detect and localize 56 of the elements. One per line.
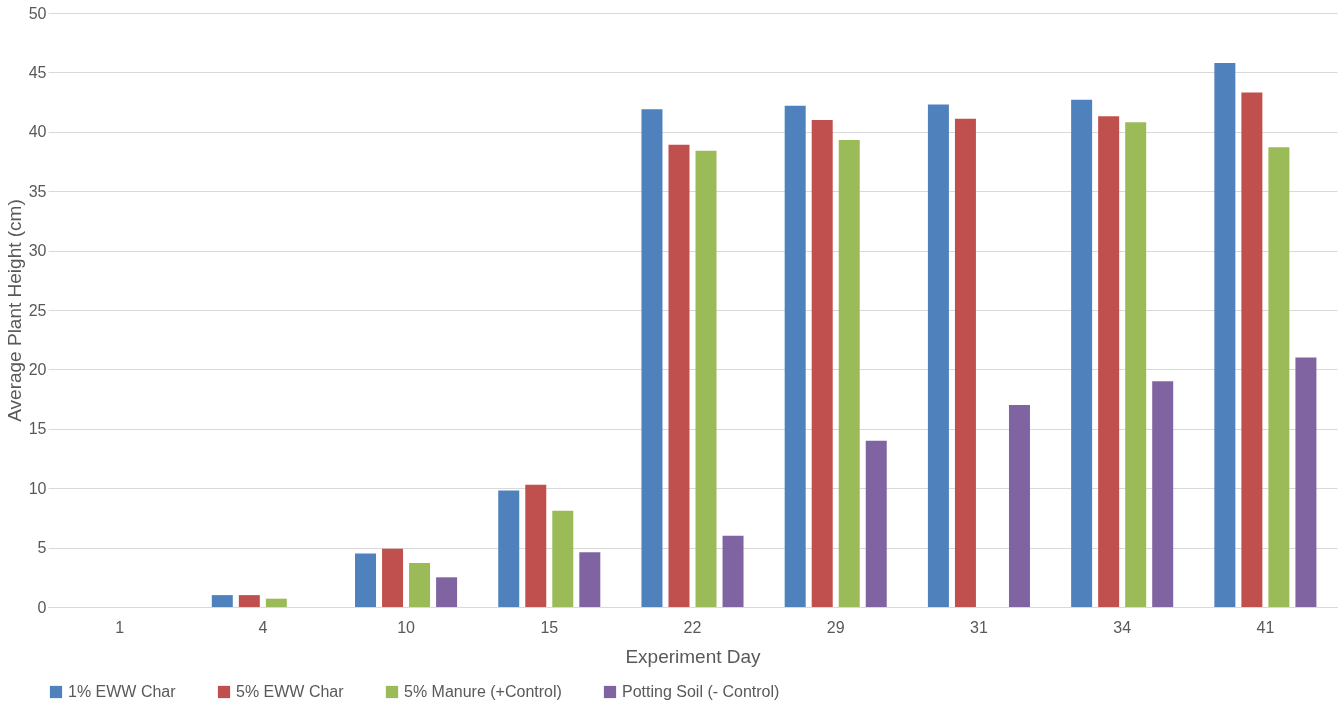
bar <box>1152 381 1174 607</box>
legend-label: 5% EWW Char <box>236 683 345 700</box>
x-tick-label: 1 <box>115 618 125 636</box>
bar <box>722 535 744 607</box>
bar <box>552 510 574 607</box>
x-axis-title: Experiment Day <box>625 645 762 667</box>
bar <box>382 548 404 607</box>
bar <box>954 118 976 607</box>
bar <box>525 484 547 607</box>
bar <box>641 109 663 607</box>
bar <box>1214 62 1236 607</box>
bar <box>668 144 690 607</box>
y-tick-label: 20 <box>28 360 47 378</box>
y-tick-label: 0 <box>37 598 47 616</box>
y-tick-label: 50 <box>28 4 47 22</box>
x-tick-label: 31 <box>970 618 988 636</box>
bar <box>211 595 233 607</box>
x-tick-label: 22 <box>683 618 702 636</box>
x-tick-label: 34 <box>1113 618 1132 636</box>
bar <box>695 150 717 607</box>
y-tick-label: 15 <box>28 420 47 438</box>
bar <box>927 104 949 607</box>
bar <box>238 595 260 607</box>
bar <box>865 440 887 607</box>
bar <box>409 563 431 607</box>
x-tick-label: 29 <box>826 618 845 636</box>
legend-label: 5% Manure (+Control) <box>404 683 562 700</box>
bar <box>436 577 458 607</box>
bar <box>784 105 806 607</box>
bar <box>1071 99 1093 607</box>
bar <box>1241 92 1263 607</box>
bar <box>1008 405 1030 607</box>
x-tick-label: 4 <box>258 618 268 636</box>
bar <box>1268 147 1290 607</box>
y-tick-label: 40 <box>28 123 47 141</box>
y-tick-label: 25 <box>28 301 47 319</box>
bar <box>1098 116 1120 607</box>
bar <box>838 140 860 607</box>
y-tick-label: 30 <box>28 242 47 260</box>
x-tick-label: 15 <box>540 618 559 636</box>
y-tick-label: 35 <box>28 182 47 200</box>
bar <box>1125 122 1147 607</box>
y-tick-label: 45 <box>28 63 47 81</box>
bar <box>265 598 287 607</box>
y-axis-title: Average Plant Height (cm) <box>3 199 25 422</box>
bar <box>811 119 833 607</box>
y-tick-label: 5 <box>37 539 47 557</box>
legend-label: 1% EWW Char <box>68 683 177 700</box>
x-tick-label: 41 <box>1256 618 1275 636</box>
bar <box>579 552 601 607</box>
bar <box>498 490 520 607</box>
bar <box>1295 357 1317 607</box>
bar <box>355 553 377 607</box>
x-tick-label: 10 <box>397 618 416 636</box>
y-tick-label: 10 <box>28 479 47 497</box>
legend-label: Potting Soil (- Control) <box>622 683 780 700</box>
